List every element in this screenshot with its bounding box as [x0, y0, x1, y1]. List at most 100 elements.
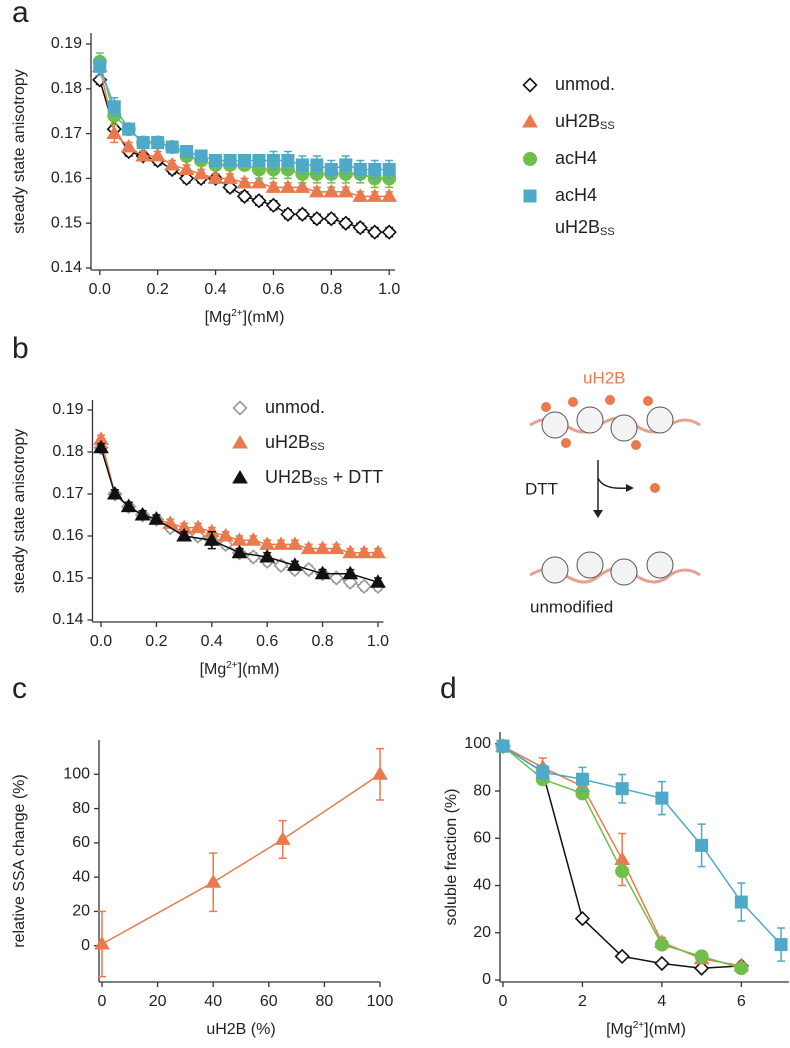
data-point: [231, 544, 248, 559]
diagram: uH2B DTT unmodified: [525, 368, 701, 616]
data-point: [615, 864, 630, 879]
data-point: [134, 507, 151, 521]
data-point: [265, 179, 282, 193]
data-point: [93, 439, 109, 454]
x-tick-label: 0.0: [90, 633, 112, 650]
data-point: [314, 565, 331, 580]
legend-marker: [523, 152, 537, 166]
data-point: [356, 578, 372, 595]
data-point: [107, 100, 121, 114]
legend-label-part: unmod.: [555, 74, 615, 94]
data-point: [295, 158, 309, 172]
y-axis-label: soluble fraction (%): [443, 789, 460, 926]
x-tick-label: 4: [657, 993, 666, 1010]
data-point: [308, 183, 325, 198]
legend-marker: [522, 114, 538, 128]
legend-label-part: acH4: [555, 185, 597, 205]
series-line: [502, 745, 782, 946]
y-tick-label: 0.19: [52, 401, 83, 418]
data-point: [180, 145, 194, 159]
legend-label-part: uH2B: [555, 111, 600, 131]
data-point: [314, 540, 331, 555]
data-point: [655, 791, 669, 805]
data-point: [236, 188, 253, 204]
y-tick-label: 0.15: [52, 569, 83, 586]
nucleosomes-top: [541, 406, 674, 442]
x-tick-label: 6: [737, 993, 746, 1010]
data-point: [205, 874, 222, 888]
data-point: [281, 153, 295, 167]
data-point: [94, 936, 110, 950]
x-axis-label-part: ](mM): [644, 1021, 686, 1038]
x-tick-label: 100: [367, 993, 394, 1010]
x-axis-label: [Mg2+](mM): [205, 308, 285, 326]
data-point: [217, 528, 234, 542]
data-point: [615, 782, 629, 796]
panel-label: d: [440, 672, 457, 705]
x-axis-label-part: ](mM): [238, 661, 280, 678]
data-point: [93, 59, 107, 73]
x-axis-label-part: 2+: [226, 660, 238, 671]
data-point: [107, 486, 123, 500]
data-point: [245, 549, 261, 565]
arrow-branch: [597, 477, 629, 490]
arrow-head: [593, 510, 603, 518]
data-point: [273, 536, 289, 550]
data-point: [251, 193, 267, 209]
data-point: [382, 162, 396, 176]
y-tick-label: 100: [63, 766, 90, 783]
diagram-top-label: uH2B: [583, 368, 626, 387]
data-point: [151, 136, 165, 150]
data-point: [370, 544, 386, 559]
x-tick-label: 0.6: [256, 633, 278, 650]
legend-label-part: SS: [600, 226, 615, 238]
x-tick-label: 0: [499, 993, 508, 1010]
data-point: [574, 910, 591, 927]
y-axis-label: steady state anisotropy: [11, 429, 28, 594]
legend-label-part: unmod.: [265, 397, 325, 417]
data-point: [353, 162, 367, 176]
data-point: [734, 961, 749, 976]
legend-label-part: uH2B: [555, 217, 600, 237]
x-tick-label: 2: [578, 993, 587, 1010]
y-tick-label: 20: [72, 903, 90, 920]
data-point: [222, 170, 238, 184]
x-axis-label: uH2B (%): [206, 1021, 275, 1038]
data-point: [280, 179, 296, 193]
legend-label-part: SS: [313, 476, 328, 488]
data-point: [287, 557, 303, 571]
legend-label: uH2BSS: [265, 432, 325, 453]
y-tick-label: 0.17: [51, 125, 82, 142]
data-point: [274, 831, 291, 845]
y-tick-label: 0.16: [51, 170, 82, 187]
data-point: [148, 511, 165, 525]
data-point: [694, 949, 709, 964]
y-tick-label: 0.18: [52, 443, 83, 460]
data-point: [223, 153, 237, 167]
panel-label: b: [12, 332, 29, 365]
data-point: [280, 206, 296, 222]
data-point: [310, 158, 324, 172]
legend-marker: [522, 77, 538, 93]
data-point: [496, 739, 510, 753]
data-point: [176, 528, 192, 542]
data-point: [190, 519, 206, 534]
x-tick-label: 0.4: [204, 281, 226, 298]
data-point: [328, 540, 345, 555]
y-axis-label-part: steady state anisotropy: [11, 429, 28, 594]
y-tick-label: 0.14: [52, 611, 83, 628]
data-point: [245, 532, 262, 546]
data-point: [352, 220, 368, 236]
x-tick-label: 20: [149, 993, 167, 1010]
data-point: [222, 179, 238, 195]
legend-label: UH2BSS + DTT: [265, 467, 383, 488]
x-tick-label: 0.4: [201, 633, 223, 650]
legend-marker: [523, 189, 537, 203]
data-point: [287, 536, 303, 550]
y-tick-label: 0: [81, 937, 90, 954]
legend-marker: [232, 435, 248, 449]
x-tick-label: 0.0: [89, 281, 111, 298]
data-point: [695, 838, 709, 852]
data-point: [339, 158, 353, 172]
data-point: [367, 224, 383, 240]
